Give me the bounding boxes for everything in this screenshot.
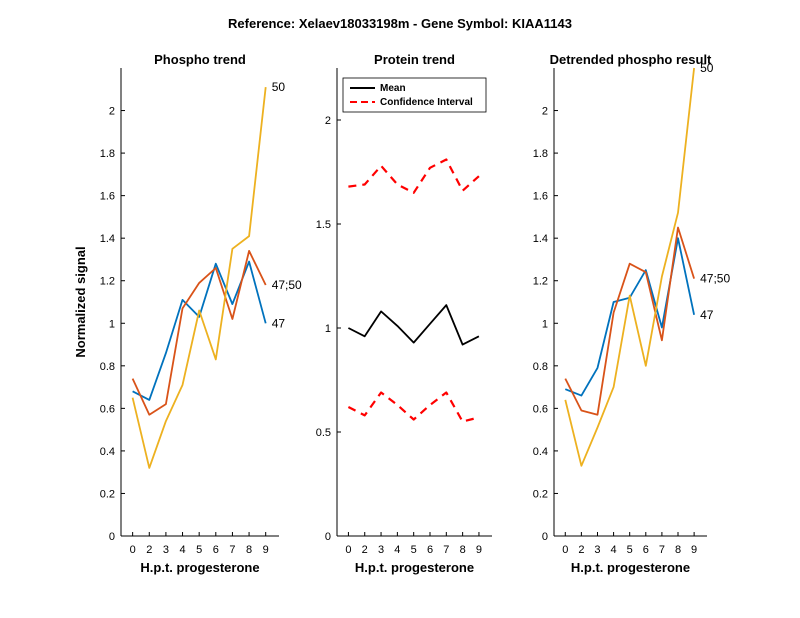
legend-box	[342, 77, 487, 113]
x-tick-label: 4	[394, 544, 400, 556]
y-tick-label: 0.2	[100, 488, 115, 500]
x-tick-label: 8	[460, 544, 466, 556]
x-tick-label: 4	[611, 544, 617, 556]
y-tick-label: 1.4	[100, 233, 115, 245]
y-tick-label: 1.2	[100, 276, 115, 288]
series-end-label: 47;50	[272, 278, 302, 292]
figure-title: Reference: Xelaev18033198m - Gene Symbol…	[228, 16, 572, 31]
series-end-label: 47	[272, 316, 286, 330]
series-line-47-50	[131, 249, 267, 416]
y-tick-label: 0.2	[533, 488, 548, 500]
series-end-label: 47;50	[700, 272, 730, 286]
series-end-label: 50	[700, 61, 714, 75]
y-tick-label: 0.4	[100, 446, 115, 458]
y-tick-label: 1.5	[316, 219, 331, 231]
x-tick-label: 9	[263, 544, 269, 556]
panel-1: 00.20.40.60.811.21.41.61.820 2 3 4 5 6 7 8 9Phos…	[73, 52, 302, 575]
y-tick-label: 1.4	[533, 233, 548, 245]
panel-title: Detrended phospho result	[550, 52, 712, 67]
y-tick-label: 0.6	[100, 403, 115, 415]
series-line-ci	[347, 391, 480, 423]
series-line-ci	[348, 158, 480, 194]
y-tick-label: 1.6	[533, 191, 548, 203]
x-axis-title: H.p.t. progesterone	[355, 560, 474, 575]
series-end-label: 50	[272, 80, 286, 94]
panel-title: Protein trend	[374, 52, 455, 67]
x-tick-label: 9	[691, 544, 697, 556]
y-tick-label: 0.6	[533, 403, 548, 415]
series-line-47	[564, 237, 695, 397]
series-end-label: 47	[700, 308, 714, 322]
x-tick-label: 3	[163, 544, 169, 556]
panel-3: 00.20.40.60.811.21.41.61.820 2 3 4 5 6 7 8 9Detr…	[533, 52, 731, 575]
y-tick-label: 0	[542, 531, 548, 543]
x-tick-label: 2	[362, 544, 368, 556]
y-tick-label: 2	[542, 106, 548, 118]
series-line-50	[131, 87, 267, 469]
series-line-50	[564, 67, 695, 467]
legend: Mean Confidence Interval	[342, 77, 487, 113]
y-tick-label: 1	[109, 318, 115, 330]
x-tick-label: 6	[427, 544, 433, 556]
y-tick-label: 0.4	[533, 446, 548, 458]
x-tick-label: 5	[411, 544, 417, 556]
x-tick-label: 7	[659, 544, 665, 556]
x-tick-label: 9	[476, 544, 482, 556]
y-tick-label: 2	[325, 115, 331, 127]
y-tick-label: 1.6	[100, 191, 115, 203]
y-tick-label: 1.2	[533, 276, 548, 288]
y-tick-label: 1	[542, 318, 548, 330]
y-tick-label: 0.5	[316, 427, 331, 439]
y-tick-label: 1.8	[100, 148, 115, 160]
series-line-mean	[347, 304, 480, 346]
legend-label-mean: Mean	[380, 83, 406, 94]
y-tick-label: 0.8	[533, 361, 548, 373]
x-tick-label: 6	[643, 544, 649, 556]
x-axis-title: H.p.t. progesterone	[140, 560, 259, 575]
x-tick-label: 7	[229, 544, 235, 556]
x-tick-label: 8	[675, 544, 681, 556]
x-tick-label: 2	[578, 544, 584, 556]
legend-label-ci: Confidence Interval	[380, 97, 473, 108]
series-line-47-50	[564, 226, 695, 416]
x-axis-title: H.p.t. progesterone	[571, 560, 690, 575]
x-tick-label: 3	[378, 544, 384, 556]
x-tick-label: 5	[196, 544, 202, 556]
x-tick-label: 7	[443, 544, 449, 556]
x-tick-label: 3	[594, 544, 600, 556]
panel-title: Phospho trend	[154, 52, 246, 67]
y-tick-label: 1	[325, 323, 331, 335]
y-tick-label: 0	[109, 531, 115, 543]
y-tick-label: 2	[109, 106, 115, 118]
x-tick-label: 2	[146, 544, 152, 556]
x-tick-label: 8	[246, 544, 252, 556]
x-tick-label: 0	[562, 544, 568, 556]
y-tick-label: 0.8	[100, 361, 115, 373]
x-tick-label: 4	[179, 544, 185, 556]
y-axis-title: Normalized signal	[73, 246, 88, 357]
x-tick-label: 5	[627, 544, 633, 556]
y-tick-label: 0	[325, 531, 331, 543]
x-tick-label: 0	[130, 544, 136, 556]
x-tick-label: 0	[345, 544, 351, 556]
y-tick-label: 1.8	[533, 148, 548, 160]
x-tick-label: 6	[213, 544, 219, 556]
